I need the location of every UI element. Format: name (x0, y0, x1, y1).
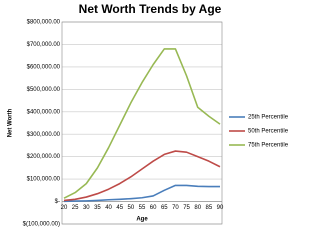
x-tick-label: 20 (61, 205, 68, 211)
y-tick-label: $500,000.00 (27, 87, 61, 93)
y-tick-label: $600,000.00 (27, 64, 61, 70)
legend-label: 75th Percentile (248, 143, 289, 149)
series-line (63, 184, 220, 203)
x-tick-label: 25 (72, 205, 79, 211)
x-tick-label: 50 (128, 205, 135, 211)
y-tick-label: $200,000.00 (27, 154, 61, 160)
y-axis-title: Net Worth (8, 108, 14, 137)
x-tick-label: 30 (83, 205, 90, 211)
background (0, 0, 300, 234)
legend-label: 50th Percentile (248, 129, 289, 135)
x-tick-label: 85 (206, 205, 213, 211)
x-tick-label: 70 (172, 205, 179, 211)
x-tick-label: 35 (94, 205, 101, 211)
y-tick-label: $700,000.00 (27, 42, 61, 48)
y-tick-label: $400,000.00 (27, 109, 61, 115)
y-tick-label: $(100,000.00) (23, 222, 60, 228)
x-tick-label: 65 (161, 205, 168, 211)
chart: Net Worth Trends by Age Net Worth Age $(… (0, 0, 300, 234)
y-tick-label: $800,000.00 (27, 20, 61, 26)
x-tick-label: 45 (116, 205, 123, 211)
x-tick-label: 60 (150, 205, 157, 211)
series-line (63, 48, 221, 199)
series-line (63, 150, 221, 202)
x-tick-label: 75 (183, 205, 190, 211)
legend-label: 25th Percentile (248, 115, 289, 121)
x-tick-label: 40 (105, 205, 112, 211)
x-axis-title: Age (136, 217, 148, 223)
chart-title: Net Worth Trends by Age (79, 2, 222, 16)
y-tick-label: $- (55, 199, 60, 205)
plot-border (61, 21, 223, 225)
y-tick-label: $100,000.00 (27, 177, 61, 183)
y-tick-label: $300,000.00 (27, 132, 61, 138)
x-tick-label: 55 (139, 205, 146, 211)
x-tick-label: 90 (217, 205, 224, 211)
x-tick-label: 80 (194, 205, 201, 211)
